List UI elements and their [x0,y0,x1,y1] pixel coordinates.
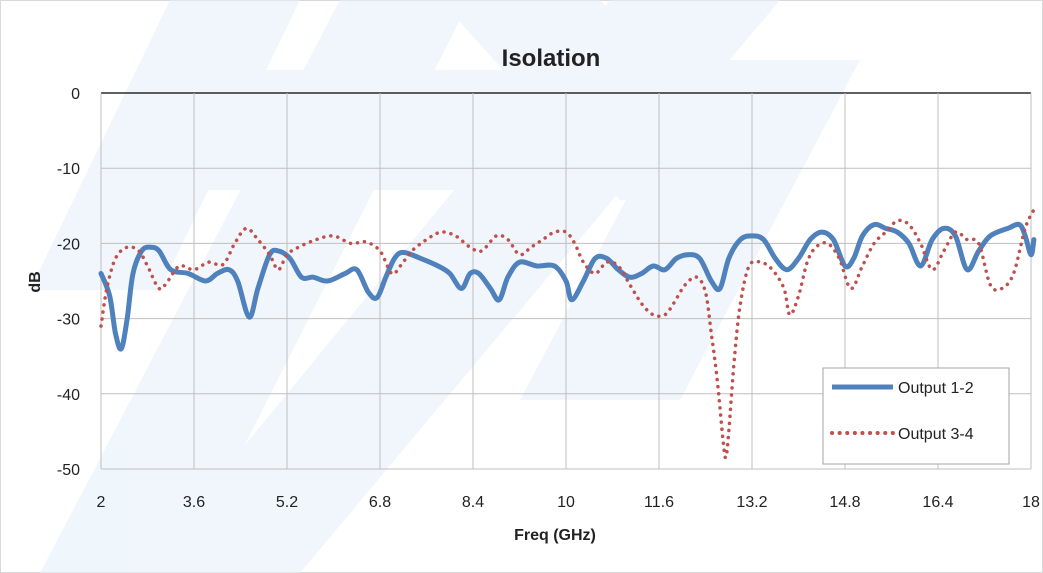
watermark-logo [30,0,860,573]
chart-title: Isolation [502,45,601,72]
legend-box [822,367,1010,465]
legend: Output 1-2 Output 3-4 [822,367,1010,465]
series-line-output-1-2 [98,221,1037,352]
x-tick-label: 11.6 [644,494,674,511]
y-tick-label: -30 [57,312,80,329]
x-tick-label: 13.2 [736,494,767,511]
legend-label-output-3-4: Output 3-4 [898,426,974,443]
x-axis-label: Freq (GHz) [514,527,596,544]
y-tick-label: -40 [57,387,80,404]
y-axis-label: dB [27,271,44,292]
series-line-output-3-4 [99,207,1036,460]
x-tick-label: 18 [1022,494,1040,511]
x-tick-label: 2 [97,494,106,511]
x-axis-ticks: 2 3.6 5.2 6.8 8.4 10 11.6 13.2 14.8 16.4 18 [97,494,1040,511]
y-tick-label: -10 [57,161,80,178]
legend-label-output-1-2: Output 1-2 [898,380,974,397]
series-layer [98,207,1037,460]
x-tick-label: 10 [557,494,575,511]
y-tick-label: 0 [71,86,80,103]
x-tick-label: 8.4 [462,494,484,511]
x-tick-label: 6.8 [369,494,391,511]
y-tick-label: -20 [57,236,80,253]
x-tick-label: 3.6 [183,494,205,511]
x-tick-label: 5.2 [276,494,298,511]
y-axis-ticks: 0 -10 -20 -30 -40 -50 [57,86,80,479]
x-tick-label: 16.4 [922,494,953,511]
x-tick-label: 14.8 [829,494,860,511]
y-tick-label: -50 [57,462,80,479]
